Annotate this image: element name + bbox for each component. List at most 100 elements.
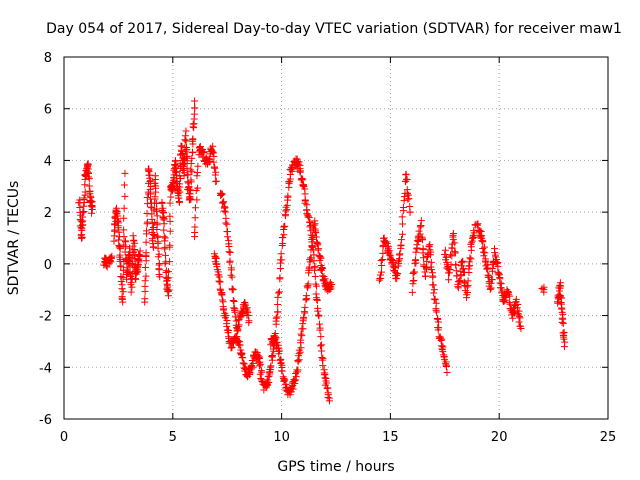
data-point-marker	[216, 285, 224, 293]
data-point-marker	[274, 289, 282, 297]
data-point-marker	[390, 259, 398, 267]
data-point-marker	[128, 283, 136, 291]
data-point-marker	[249, 359, 257, 367]
data-point-marker	[325, 397, 333, 405]
data-point-marker	[258, 368, 266, 376]
data-point-marker	[142, 238, 150, 246]
data-point-marker	[171, 157, 179, 165]
data-point-marker	[80, 194, 88, 202]
data-point-marker	[218, 190, 226, 198]
data-point-marker	[411, 268, 419, 276]
data-point-marker	[301, 190, 309, 198]
data-point-marker	[159, 213, 167, 221]
x-tick-label: 15	[382, 430, 399, 445]
y-axis-title: SDTVAR / TECUs	[6, 181, 22, 296]
data-point-marker	[465, 258, 473, 266]
data-point-marker	[289, 385, 297, 393]
data-point-marker	[560, 335, 568, 343]
data-point-marker	[141, 295, 149, 303]
data-point-marker	[160, 226, 168, 234]
data-point-marker	[394, 270, 402, 278]
data-point-marker	[428, 266, 436, 274]
data-point-marker	[378, 255, 386, 263]
data-point-marker	[430, 289, 438, 297]
data-point-marker	[117, 262, 125, 270]
data-point-marker	[152, 182, 160, 190]
data-point-marker	[217, 191, 225, 199]
data-point-marker	[301, 197, 309, 205]
data-point-marker	[274, 293, 282, 301]
data-point-marker	[221, 204, 229, 212]
data-point-marker	[301, 303, 309, 311]
data-point-marker	[497, 284, 505, 292]
data-point-marker	[488, 276, 496, 284]
data-point-marker	[538, 284, 546, 292]
data-point-marker	[298, 176, 306, 184]
data-point-marker	[315, 312, 323, 320]
data-point-marker	[212, 177, 220, 185]
data-point-marker	[514, 301, 522, 309]
data-point-marker	[458, 258, 466, 266]
data-point-marker	[276, 274, 284, 282]
data-point-marker	[427, 251, 435, 259]
data-point-marker	[295, 356, 303, 364]
data-point-marker	[451, 239, 459, 247]
data-point-marker	[213, 263, 221, 271]
data-point-marker	[182, 137, 190, 145]
data-point-marker	[295, 160, 303, 168]
data-point-marker	[470, 229, 478, 237]
data-point-marker	[181, 136, 189, 144]
data-point-marker	[187, 176, 195, 184]
data-point-marker	[300, 308, 308, 316]
data-point-marker	[156, 273, 164, 281]
y-tick-label: -6	[39, 413, 52, 428]
data-point-marker	[146, 178, 154, 186]
data-point-marker	[119, 288, 127, 296]
data-point-marker	[131, 239, 139, 247]
data-point-marker	[273, 338, 281, 346]
data-point-marker	[447, 251, 455, 259]
data-point-marker	[149, 230, 157, 238]
data-point-marker	[420, 254, 428, 262]
data-point-marker	[515, 313, 523, 321]
data-point-marker	[560, 343, 568, 351]
data-point-marker	[328, 281, 336, 289]
data-point-marker	[460, 278, 468, 286]
data-point-marker	[205, 155, 213, 163]
data-point-marker	[142, 272, 150, 280]
data-point-marker	[408, 288, 416, 296]
data-point-marker	[397, 236, 405, 244]
data-point-marker	[239, 359, 247, 367]
data-point-marker	[187, 195, 195, 203]
data-point-marker	[183, 153, 191, 161]
data-point-marker	[304, 213, 312, 221]
data-point-marker	[395, 260, 403, 268]
data-point-marker	[224, 233, 232, 241]
data-point-marker	[556, 293, 564, 301]
data-point-marker	[172, 168, 180, 176]
data-point-marker	[153, 232, 161, 240]
y-tick-label: -4	[39, 361, 52, 376]
data-point-marker	[223, 317, 231, 325]
data-point-marker	[190, 110, 198, 118]
data-point-marker	[117, 277, 125, 285]
data-point-marker	[225, 327, 233, 335]
data-point-marker	[412, 248, 420, 256]
data-point-marker	[181, 132, 189, 140]
data-point-marker	[111, 221, 119, 229]
data-point-marker	[222, 311, 230, 319]
data-point-marker	[284, 192, 292, 200]
data-point-marker	[318, 264, 326, 272]
data-point-marker	[153, 208, 161, 216]
data-point-marker	[226, 249, 234, 257]
data-point-marker	[120, 226, 128, 234]
data-point-marker	[160, 220, 168, 228]
data-point-marker	[421, 268, 429, 276]
data-point-marker	[321, 275, 329, 283]
data-point-marker	[315, 320, 323, 328]
data-point-marker	[166, 258, 174, 266]
data-point-marker	[121, 169, 129, 177]
data-point-marker	[495, 269, 503, 277]
data-point-marker	[226, 257, 234, 265]
data-point-marker	[316, 326, 324, 334]
